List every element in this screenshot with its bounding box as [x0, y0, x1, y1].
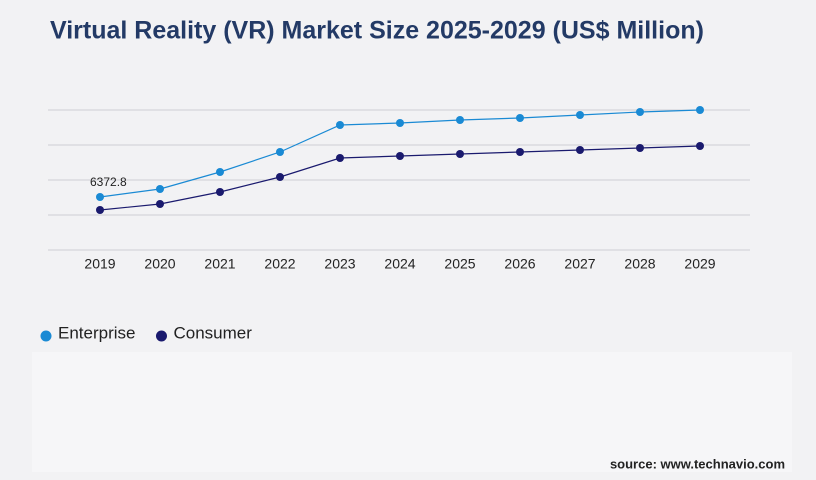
data-label: 6372.8 — [90, 175, 127, 189]
data-point — [276, 147, 284, 156]
data-point — [96, 193, 104, 202]
x-tick-label: 2028 — [624, 256, 655, 272]
x-tick-label: 2019 — [84, 256, 115, 272]
x-tick-label: 2020 — [144, 256, 175, 272]
data-point — [156, 200, 164, 209]
data-point — [696, 106, 704, 114]
data-point — [516, 114, 524, 123]
x-tick-label: 2023 — [324, 256, 355, 272]
data-point — [156, 184, 164, 193]
data-point — [336, 154, 344, 163]
x-tick-label: 2025 — [444, 256, 475, 272]
data-point — [516, 147, 524, 156]
data-point — [276, 172, 284, 181]
legend-label: Consumer — [173, 323, 252, 342]
legend-marker — [155, 330, 167, 342]
data-point — [636, 143, 644, 152]
data-point — [216, 167, 224, 176]
data-point — [456, 150, 464, 159]
data-point — [396, 151, 404, 160]
legend-marker — [40, 330, 52, 342]
x-tick-label: 2021 — [204, 256, 235, 272]
legend-label: Enterprise — [58, 323, 135, 342]
footer-panel — [32, 352, 792, 472]
data-point — [456, 116, 464, 125]
chart-title: Virtual Reality (VR) Market Size 2025-20… — [50, 17, 704, 45]
data-point — [336, 121, 344, 130]
data-point — [216, 188, 224, 197]
x-tick-label: 2022 — [264, 256, 295, 272]
data-point — [96, 205, 104, 214]
x-tick-label: 2027 — [564, 256, 595, 272]
x-tick-label: 2029 — [684, 256, 715, 272]
data-point — [636, 108, 644, 117]
data-point — [576, 146, 584, 155]
data-point — [696, 142, 704, 151]
source: source: www.technavio.com — [610, 456, 785, 471]
data-point — [576, 111, 584, 120]
x-tick-label: 2024 — [384, 256, 415, 272]
data-point — [396, 119, 404, 128]
x-tick-label: 2026 — [504, 256, 535, 272]
